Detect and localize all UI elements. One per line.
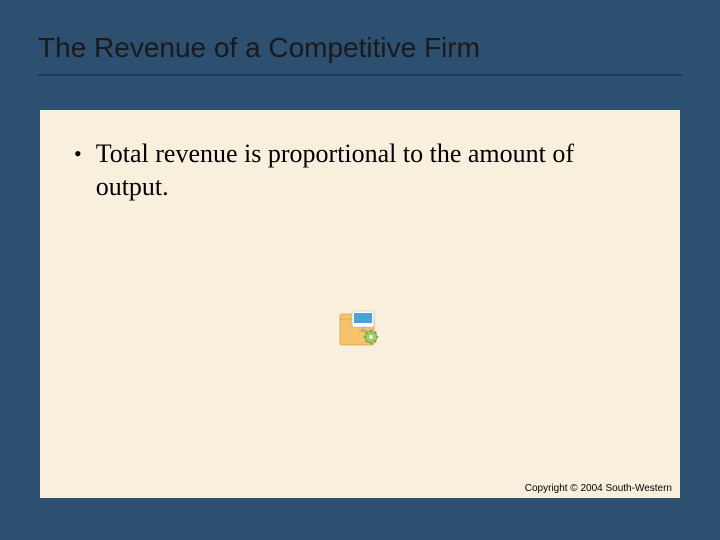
presentation-folder-icon [338, 308, 382, 348]
list-item: • Total revenue is proportional to the a… [74, 138, 646, 203]
bullet-list: • Total revenue is proportional to the a… [40, 110, 680, 203]
bullet-text: Total revenue is proportional to the amo… [96, 138, 646, 203]
copyright-text: Copyright © 2004 South-Western [525, 483, 672, 494]
slide-title: The Revenue of a Competitive Firm [38, 32, 682, 64]
bullet-marker: • [74, 140, 82, 168]
title-region: The Revenue of a Competitive Firm [38, 32, 682, 76]
content-panel: • Total revenue is proportional to the a… [40, 110, 680, 498]
slide: The Revenue of a Competitive Firm • Tota… [0, 0, 720, 540]
title-underline [38, 74, 682, 76]
